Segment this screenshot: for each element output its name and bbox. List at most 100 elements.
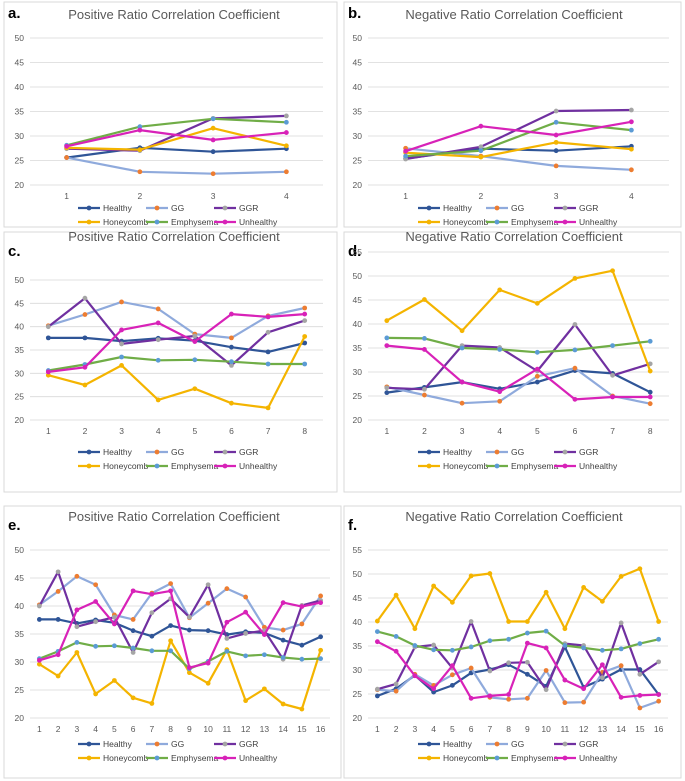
data-point-unhealthy bbox=[302, 311, 308, 317]
x-tick-label: 9 bbox=[525, 724, 530, 734]
data-point-honeycomb bbox=[637, 566, 643, 572]
data-point-honeycomb bbox=[543, 589, 549, 595]
legend-marker bbox=[222, 741, 228, 747]
data-point-honeycomb bbox=[229, 400, 234, 406]
data-point-gg bbox=[422, 392, 427, 398]
series-line-gg bbox=[47, 300, 305, 339]
data-point-ggr bbox=[186, 614, 192, 620]
x-tick-label: 5 bbox=[192, 426, 197, 436]
data-point-honeycomb bbox=[459, 328, 465, 334]
data-point-honeycomb bbox=[93, 691, 99, 697]
legend: Healthy GG GGR Honeycomb Emphysema Unhealthy bbox=[78, 447, 278, 471]
data-point-unhealthy bbox=[581, 686, 587, 692]
data-point-healthy bbox=[374, 693, 380, 699]
series-line-emphysema bbox=[405, 121, 632, 158]
data-point-healthy bbox=[45, 335, 51, 341]
data-point-ggr bbox=[74, 624, 80, 630]
data-point-unhealthy bbox=[299, 604, 305, 609]
data-point-healthy bbox=[205, 628, 211, 634]
panel-frame bbox=[343, 505, 682, 779]
series-line-unhealthy bbox=[405, 120, 632, 153]
data-point-unhealthy bbox=[265, 314, 271, 320]
x-tick-label: 6 bbox=[573, 426, 578, 436]
legend-label: Honeycomb bbox=[103, 753, 149, 763]
data-point-emphysema bbox=[224, 648, 230, 654]
x-tick-label: 7 bbox=[266, 426, 271, 436]
data-point-emphysema bbox=[261, 652, 267, 658]
data-point-gg bbox=[119, 299, 124, 305]
legend-marker bbox=[562, 205, 568, 211]
data-point-honeycomb bbox=[628, 146, 634, 152]
legend-label: Unhealthy bbox=[239, 461, 278, 471]
series-line-healthy bbox=[48, 336, 305, 353]
data-point-ggr bbox=[265, 329, 271, 335]
data-point-gg bbox=[468, 665, 474, 671]
legend-label: GG bbox=[171, 447, 184, 457]
y-tick-label: 25 bbox=[15, 685, 25, 695]
y-tick-label: 50 bbox=[15, 33, 25, 43]
data-point-emphysema bbox=[229, 359, 234, 365]
data-point-emphysema bbox=[374, 629, 380, 634]
data-point-gg bbox=[168, 581, 174, 586]
data-point-ggr bbox=[478, 144, 484, 150]
x-tick-label: 1 bbox=[64, 191, 69, 201]
series-line-ggr bbox=[386, 323, 651, 391]
data-point-honeycomb bbox=[318, 647, 324, 653]
data-point-ggr bbox=[487, 668, 493, 674]
legend-label: Honeycomb bbox=[443, 461, 489, 471]
legend-label: Emphysema bbox=[511, 753, 559, 763]
data-point-unhealthy bbox=[36, 657, 42, 663]
data-point-unhealthy bbox=[261, 632, 267, 637]
data-point-ggr bbox=[637, 671, 643, 677]
data-point-gg bbox=[261, 624, 267, 630]
y-tick-label: 20 bbox=[15, 713, 25, 723]
y-tick-label: 20 bbox=[15, 415, 25, 425]
y-tick-label: 50 bbox=[353, 271, 363, 281]
series-line-honeycomb bbox=[405, 141, 632, 159]
data-point-unhealthy bbox=[374, 639, 380, 645]
data-point-honeycomb bbox=[422, 297, 427, 302]
legend-marker bbox=[426, 741, 432, 747]
panel-label: b. bbox=[348, 5, 361, 22]
y-tick-label: 30 bbox=[15, 368, 25, 378]
data-point-unhealthy bbox=[599, 662, 605, 668]
data-point-ggr bbox=[572, 322, 578, 327]
x-tick-label: 2 bbox=[83, 426, 88, 436]
chart-panel-3: c. Positive Ratio Correlation Coefficient… bbox=[3, 229, 338, 493]
legend-label: Emphysema bbox=[511, 217, 559, 227]
y-tick-label: 30 bbox=[15, 657, 25, 667]
legend-marker bbox=[426, 463, 432, 469]
data-point-unhealthy bbox=[243, 609, 249, 615]
data-point-emphysema bbox=[628, 127, 634, 133]
x-tick-label: 15 bbox=[635, 724, 645, 734]
x-tick-label: 7 bbox=[150, 724, 155, 734]
legend-marker bbox=[426, 205, 432, 211]
data-point-ggr bbox=[656, 659, 662, 665]
data-point-ggr bbox=[224, 636, 230, 641]
legend-marker bbox=[426, 755, 432, 761]
y-tick-label: 50 bbox=[353, 569, 363, 579]
x-tick-label: 1 bbox=[403, 191, 408, 201]
legend-label: Healthy bbox=[443, 739, 473, 749]
y-tick-label: 40 bbox=[353, 82, 363, 92]
legend-marker bbox=[222, 463, 228, 469]
legend-marker bbox=[562, 463, 568, 469]
x-tick-label: 10 bbox=[203, 724, 213, 734]
legend-marker bbox=[426, 219, 432, 225]
chart-title: Positive Ratio Correlation Coefficient bbox=[68, 229, 280, 244]
legend-marker bbox=[562, 741, 568, 747]
y-tick-label: 50 bbox=[15, 275, 25, 285]
data-point-emphysema bbox=[192, 357, 198, 363]
y-tick-label: 20 bbox=[15, 180, 25, 190]
data-point-unhealthy bbox=[637, 693, 643, 698]
y-tick-label: 30 bbox=[15, 131, 25, 141]
legend-label: Healthy bbox=[103, 739, 133, 749]
legend-label: Emphysema bbox=[171, 217, 219, 227]
legend-label: GGR bbox=[579, 739, 598, 749]
data-point-gg bbox=[210, 171, 216, 177]
x-tick-label: 2 bbox=[56, 724, 61, 734]
data-point-honeycomb bbox=[302, 334, 308, 339]
chart-panel-6: f. Negative Ratio Correlation Coefficient… bbox=[343, 505, 682, 779]
data-point-honeycomb bbox=[487, 571, 493, 576]
data-point-honeycomb bbox=[74, 650, 80, 655]
